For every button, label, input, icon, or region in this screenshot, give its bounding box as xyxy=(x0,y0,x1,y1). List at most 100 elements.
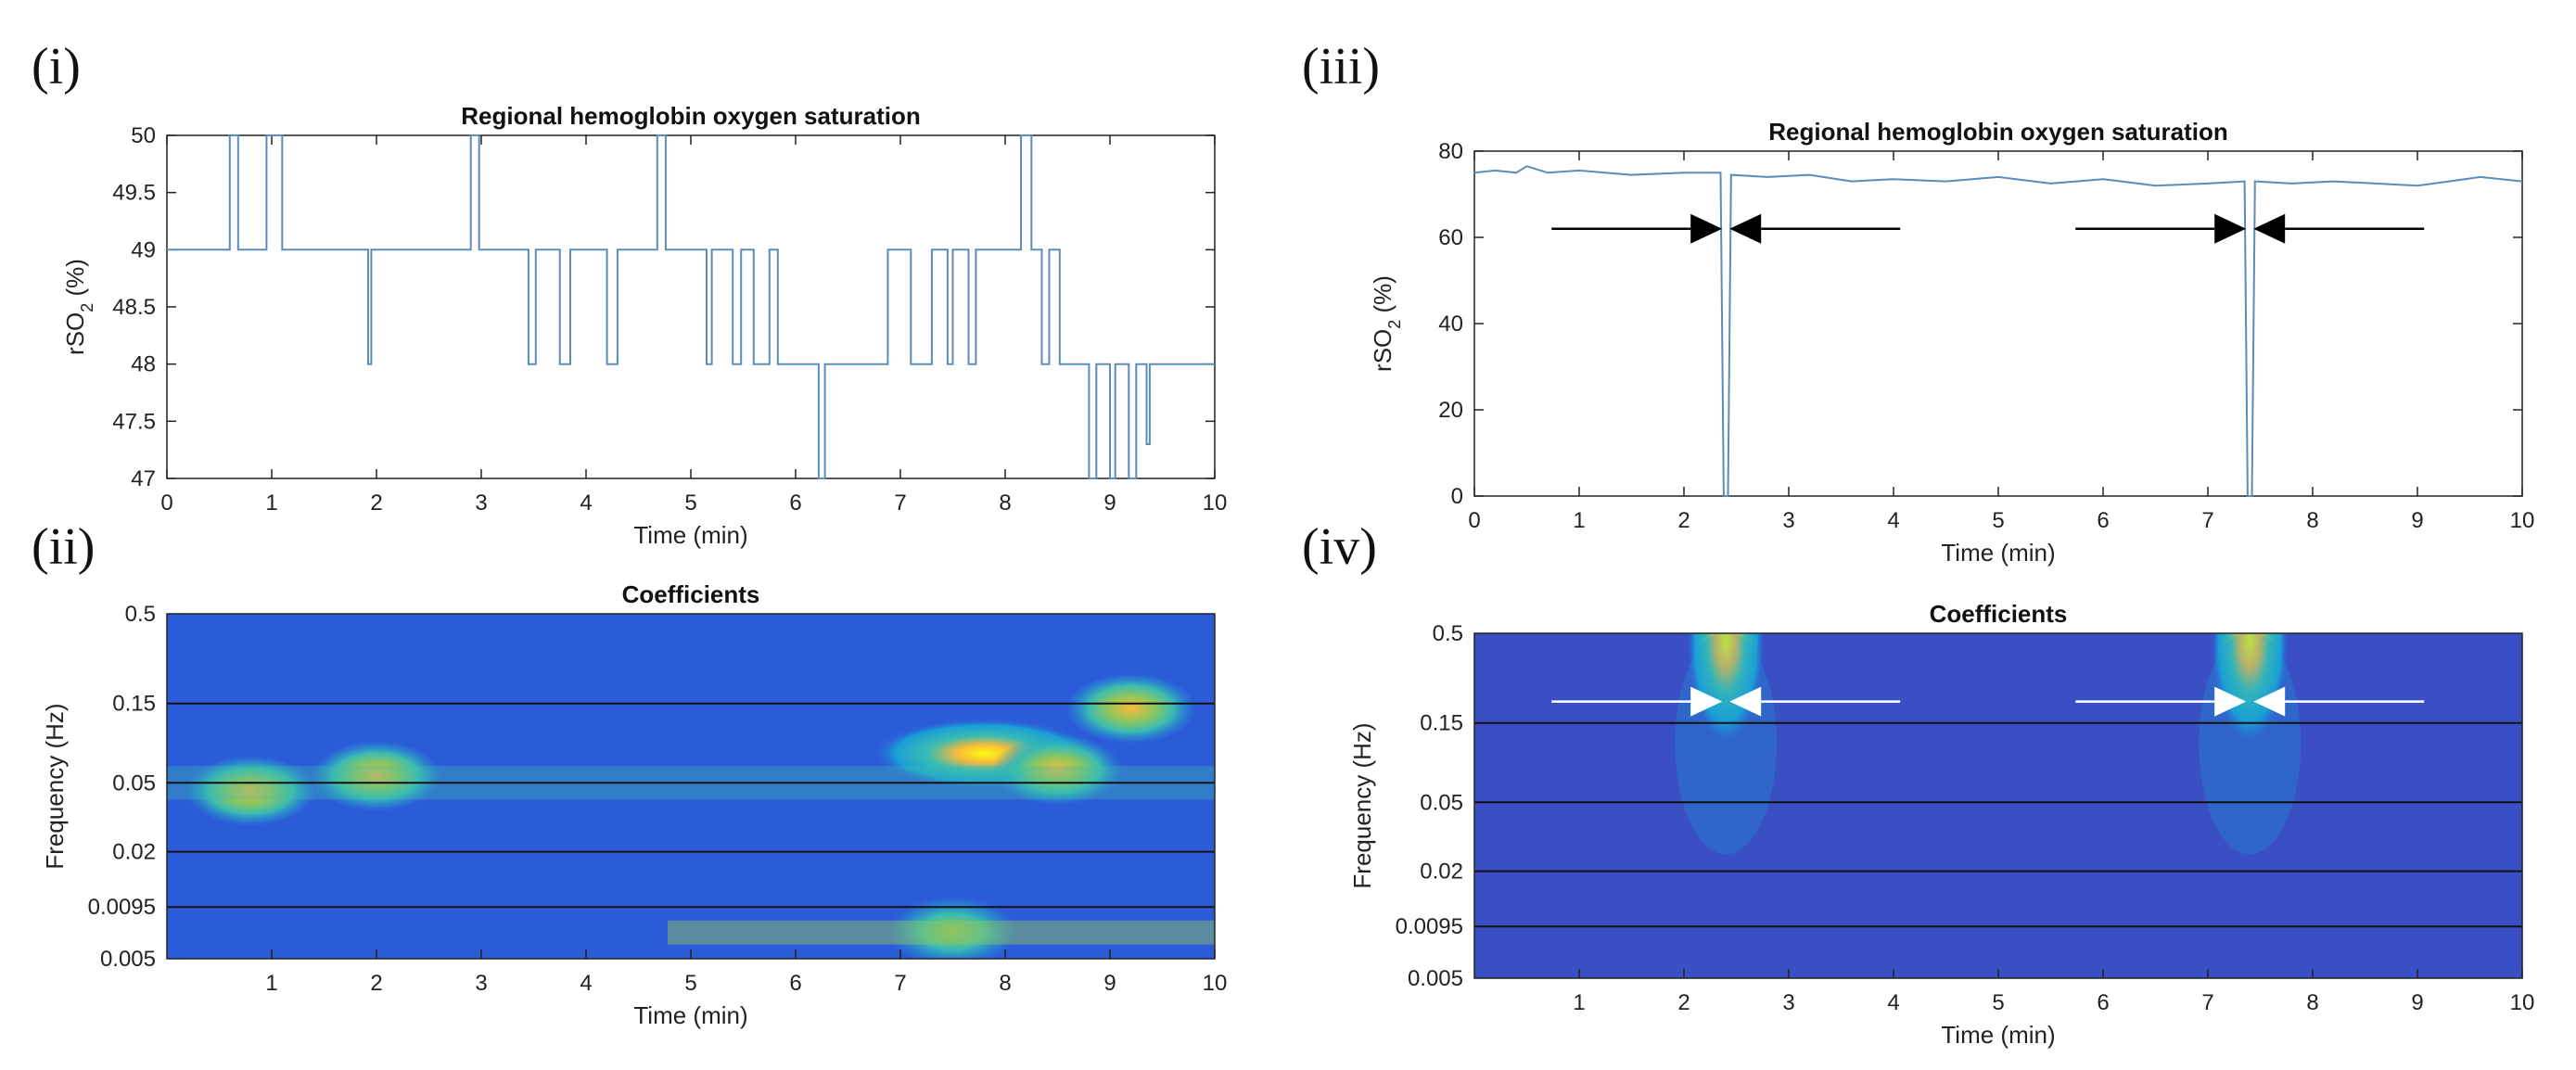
x-tick-label: 1 xyxy=(1573,508,1585,533)
heatmap-spread xyxy=(2199,633,2302,855)
x-tick-label: 4 xyxy=(580,971,592,996)
panel-label-iv: (iv) xyxy=(1302,518,1377,576)
y-tick-label: 0.5 xyxy=(125,602,156,627)
x-tick-label: 8 xyxy=(2306,508,2318,533)
y-tick-label: 80 xyxy=(1438,139,1463,164)
x-tick-label: 6 xyxy=(789,490,801,516)
x-tick-label: 3 xyxy=(475,490,487,516)
x-axis-label: Time (min) xyxy=(1941,539,2055,567)
line-chart-i: 0 1 2 3 4 5 6 7 8 9 10 47 47.5 48 48.5 49 49.5 50 Regional… xyxy=(112,102,1227,549)
x-tick-label: 0 xyxy=(160,490,172,516)
x-tick-label: 7 xyxy=(894,490,906,516)
heatmap-spread xyxy=(1675,633,1778,855)
y-tick-label: 0.0095 xyxy=(1396,914,1463,939)
heatmap-hotspot xyxy=(887,896,1018,959)
x-tick-label: 4 xyxy=(580,490,592,516)
x-tick-label: 8 xyxy=(2306,990,2318,1015)
x-tick-label: 0 xyxy=(1468,508,1480,533)
heatmap-hotspot xyxy=(185,755,316,826)
panel-label-i: (i) xyxy=(32,38,81,96)
y-axis-label: rSO2 (%) xyxy=(61,259,96,355)
y-tick-label: 0.02 xyxy=(112,840,156,865)
x-tick-label: 5 xyxy=(684,490,696,516)
y-tick-label: 0.05 xyxy=(1420,790,1463,815)
heatmap-hotspot xyxy=(312,740,441,811)
y-axis-label: rSO2 (%) xyxy=(1369,275,1404,372)
x-axis-label: Time (min) xyxy=(633,521,747,549)
x-tick-label: 6 xyxy=(2097,508,2109,533)
x-tick-label: 5 xyxy=(1992,990,2004,1015)
x-tick-label: 3 xyxy=(475,971,487,996)
plot-area xyxy=(166,134,1216,479)
annotation-arrowhead xyxy=(2253,213,2286,244)
x-tick-label: 3 xyxy=(1782,508,1794,533)
x-tick-label: 2 xyxy=(1677,990,1690,1015)
y-tick-label: 0.15 xyxy=(1420,711,1463,736)
y-tick-label: 47.5 xyxy=(112,409,156,434)
heatmap-hotspot xyxy=(992,734,1123,806)
x-tick-label: 9 xyxy=(2411,990,2423,1015)
x-tick-label: 1 xyxy=(265,490,277,516)
chart-title: Regional hemoglobin oxygen saturation xyxy=(461,102,921,130)
plot-area xyxy=(1473,150,2523,497)
x-axis-label: Time (min) xyxy=(1941,1021,2055,1049)
x-tick-label: 7 xyxy=(2201,508,2213,533)
chart-title: Regional hemoglobin oxygen saturation xyxy=(1768,118,2228,146)
y-tick-label: 47 xyxy=(131,466,156,491)
x-tick-label: 10 xyxy=(2510,508,2535,533)
y-tick-label: 0.02 xyxy=(1420,860,1463,885)
y-tick-label: 0 xyxy=(1451,484,1463,509)
annotation-arrowhead xyxy=(2214,686,2247,717)
heatmap-field xyxy=(167,614,1215,959)
x-tick-label: 7 xyxy=(894,971,906,996)
data-series-line xyxy=(1473,165,2523,497)
y-tick-label: 20 xyxy=(1438,398,1463,423)
x-tick-label: 6 xyxy=(789,971,801,996)
chart-title: Coefficients xyxy=(1930,600,2068,628)
y-tick-label: 0.005 xyxy=(1408,966,1463,991)
y-tick-label: 0.5 xyxy=(1433,621,1463,646)
panel-label-iii: (iii) xyxy=(1302,38,1380,96)
x-tick-label: 10 xyxy=(2510,990,2535,1015)
x-tick-label: 4 xyxy=(1887,508,1899,533)
x-tick-label: 10 xyxy=(1203,490,1228,516)
x-tick-label: 2 xyxy=(370,490,382,516)
y-tick-label: 0.05 xyxy=(112,771,156,796)
x-tick-label: 6 xyxy=(2097,990,2109,1015)
annotation-arrowhead xyxy=(1690,213,1723,244)
y-tick-label: 0.005 xyxy=(100,947,156,972)
heatmap-hotspot xyxy=(1065,673,1196,745)
y-tick-label: 60 xyxy=(1438,225,1463,250)
x-tick-label: 10 xyxy=(1203,971,1228,996)
x-tick-label: 8 xyxy=(999,490,1011,516)
x-tick-label: 2 xyxy=(1677,508,1690,533)
x-tick-label: 3 xyxy=(1782,990,1794,1015)
y-tick-label: 48 xyxy=(131,352,156,377)
line-chart-iii: 0 1 2 3 4 5 6 7 8 9 10 0 20 40 60 80 Regional hemoglobin… xyxy=(1438,118,2534,567)
x-tick-label: 2 xyxy=(370,971,382,996)
y-tick-label: 49 xyxy=(131,237,156,262)
y-tick-label: 50 xyxy=(131,123,156,148)
x-tick-label: 9 xyxy=(1103,971,1116,996)
y-tick-label: 0.15 xyxy=(112,692,156,717)
panel-label-ii: (ii) xyxy=(32,518,96,576)
x-axis-label: Time (min) xyxy=(633,1001,747,1029)
heatmap-hotspot xyxy=(1687,633,1766,744)
scalogram-iv: 1 2 3 4 5 6 7 8 9 10 0.5 0.15 0.05 0.02 0.0095 0.005 Coe… xyxy=(1348,600,2535,1049)
annotation-arrowhead xyxy=(1690,686,1723,717)
heatmap-lowband xyxy=(668,920,1215,945)
data-series-line xyxy=(167,134,1215,479)
chart-title: Coefficients xyxy=(622,580,760,608)
y-axis-label: Frequency (Hz) xyxy=(1348,722,1376,888)
annotation-arrowhead xyxy=(2253,686,2286,717)
y-tick-label: 40 xyxy=(1438,312,1463,337)
heatmap-field xyxy=(1474,633,2522,978)
x-tick-label: 5 xyxy=(1992,508,2004,533)
annotation-arrowhead xyxy=(1729,686,1762,717)
y-tick-label: 48.5 xyxy=(112,295,156,320)
x-tick-label: 9 xyxy=(1103,490,1116,516)
heatmap-background xyxy=(1474,633,2522,978)
x-tick-label: 5 xyxy=(684,971,696,996)
x-tick-label: 1 xyxy=(1573,990,1585,1015)
